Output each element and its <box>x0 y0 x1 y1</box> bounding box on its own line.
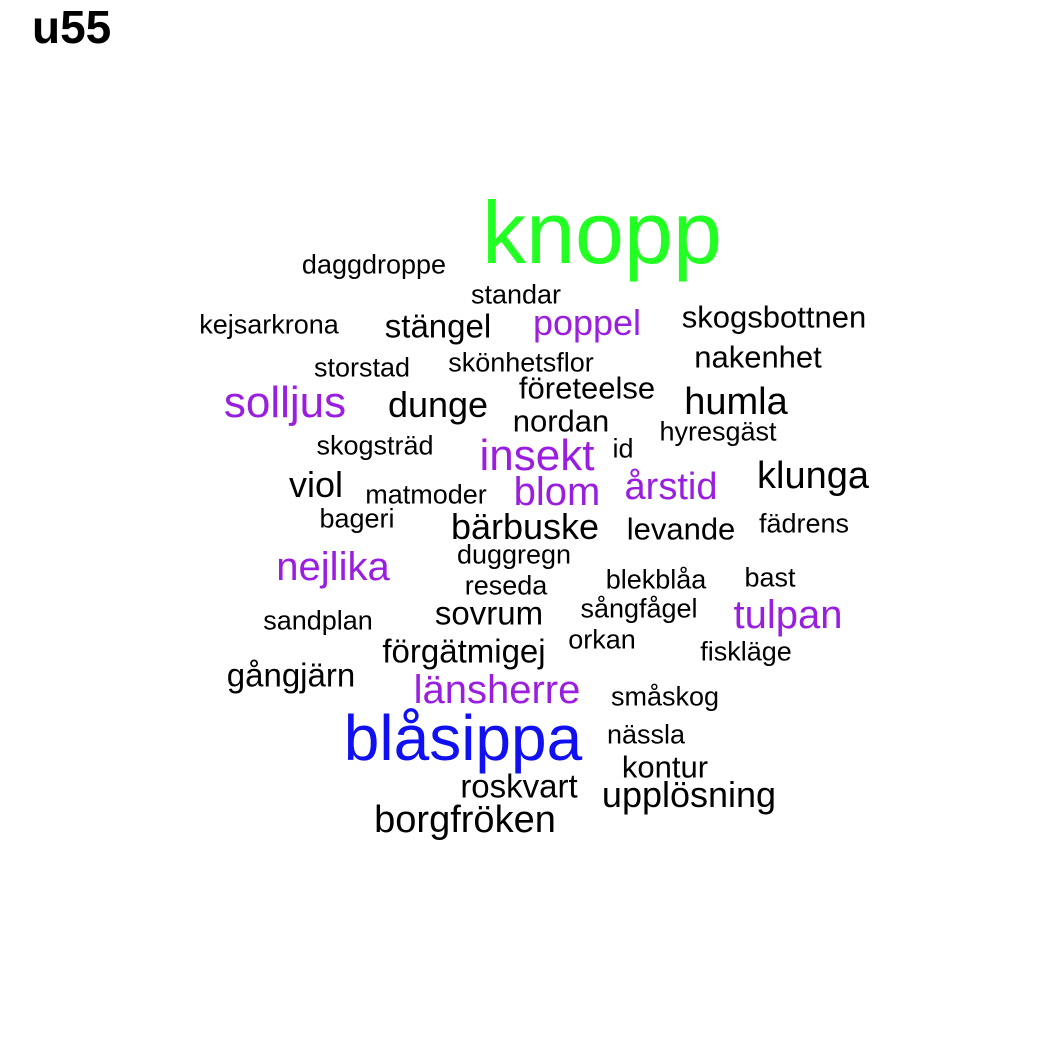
word-duggregn: duggregn <box>456 539 572 570</box>
word-blekblaa: blekblåa <box>605 564 707 595</box>
word-stangel: stängel <box>384 307 492 345</box>
word-borgfroken: borgfröken <box>374 799 556 841</box>
word-daggdroppe: daggdroppe <box>301 249 447 280</box>
word-poppel: poppel <box>532 302 642 343</box>
word-barbuske: bärbuske <box>450 506 600 547</box>
word-nordan: nordan <box>512 403 610 439</box>
word-knopp: knopp <box>482 183 722 282</box>
word-bast: bast <box>744 562 796 593</box>
word-skonhetsflor: skönhetsflor <box>448 347 594 378</box>
word-viol: viol <box>288 464 344 505</box>
word-kontur: kontur <box>621 749 709 785</box>
word-sovrum: sovrum <box>434 594 544 632</box>
word-storstad: storstad <box>313 352 411 383</box>
word-sandplan: sandplan <box>263 605 373 636</box>
word-dunge: dunge <box>387 384 489 425</box>
word-arstid: årstid <box>624 466 718 508</box>
word-smaskog: småskog <box>610 681 720 712</box>
word-hyresgast: hyresgäst <box>659 416 777 447</box>
word-id: id <box>612 433 634 464</box>
word-levande: levande <box>626 511 736 547</box>
word-humla: humla <box>684 381 788 423</box>
word-bageri: bageri <box>319 503 395 534</box>
word-blasippa: blåsippa <box>343 702 583 774</box>
word-standar: standar <box>470 279 562 310</box>
word-kejsarkrona: kejsarkrona <box>199 309 339 340</box>
word-nassla: nässla <box>606 719 686 750</box>
word-sangfagel: sångfågel <box>580 593 698 624</box>
word-klunga: klunga <box>757 455 869 497</box>
word-matmoder: matmoder <box>365 479 487 510</box>
word-solljus: solljus <box>223 378 347 427</box>
word-insekt: insekt <box>479 431 595 480</box>
word-nejlika: nejlika <box>276 545 390 589</box>
word-nakenhet: nakenhet <box>694 339 822 375</box>
word-fadrens: fädrens <box>758 508 850 539</box>
page-title: u55 <box>32 1 112 53</box>
word-orkan: orkan <box>568 624 636 655</box>
word-fisklage: fiskläge <box>700 636 792 667</box>
word-tulpan: tulpan <box>733 593 843 637</box>
word-blom: blom <box>513 470 601 514</box>
word-gangjarn: gångjärn <box>226 656 356 694</box>
word-lansherre: länsherre <box>413 668 581 712</box>
word-reseda: reseda <box>464 570 548 601</box>
word-roskvart: roskvart <box>460 767 578 805</box>
word-forgatmigej: förgätmigej <box>382 632 546 670</box>
word-foreteelse: företeelse <box>518 370 656 406</box>
word-skogstrad: skogsträd <box>316 430 434 461</box>
word-upplosning: upplösning <box>601 774 777 815</box>
word-skogsbottnen: skogsbottnen <box>681 299 867 335</box>
